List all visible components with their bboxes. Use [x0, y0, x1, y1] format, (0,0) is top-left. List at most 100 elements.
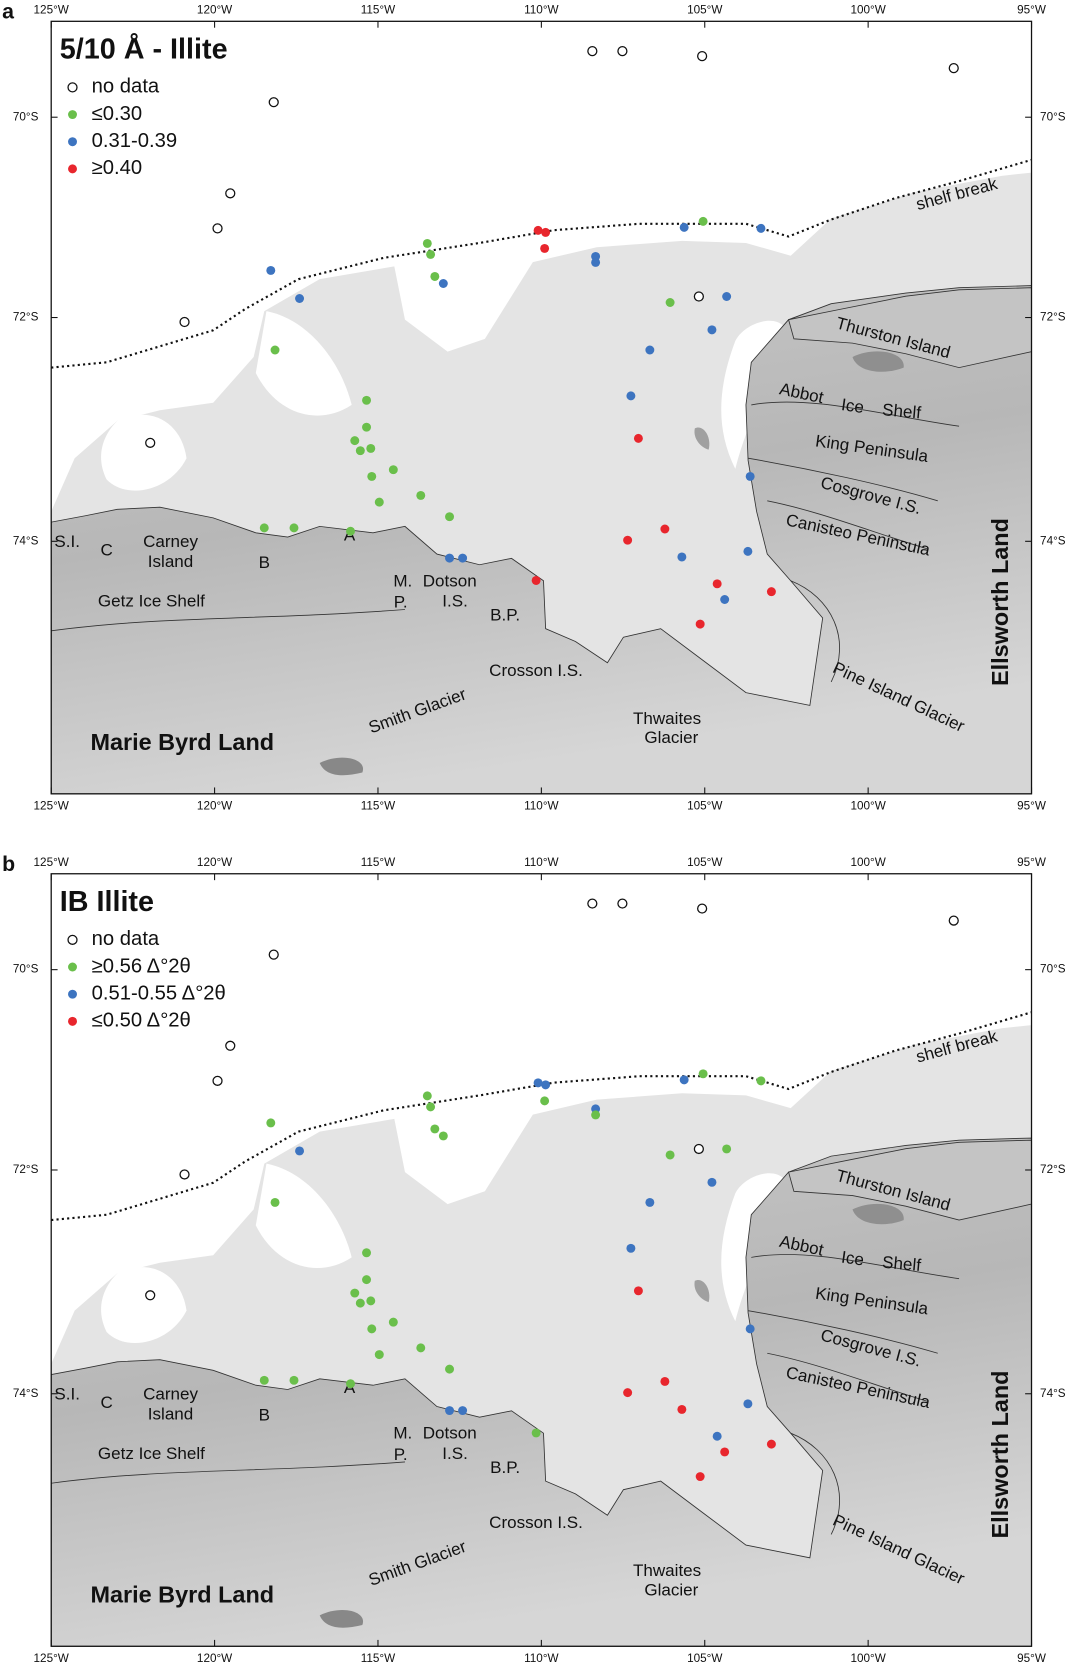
- legend-label: no data: [92, 928, 160, 950]
- station: [346, 1379, 356, 1389]
- station: [388, 465, 398, 475]
- station: [350, 436, 360, 446]
- station: [266, 1118, 276, 1128]
- station: [587, 45, 598, 57]
- station: [617, 45, 628, 57]
- station: [633, 1286, 643, 1296]
- station: [591, 1110, 601, 1120]
- station: [540, 1096, 550, 1106]
- station: [698, 216, 708, 226]
- lon-tick-label: 105°W: [687, 856, 723, 869]
- station: [722, 292, 732, 301]
- station: [623, 1388, 633, 1398]
- lon-tick-label: 95°W: [1017, 1652, 1047, 1665]
- station: [948, 63, 959, 74]
- lat-tick-label: 72°S: [1040, 311, 1066, 324]
- lon-tick-label: 115°W: [361, 1652, 396, 1665]
- station: [533, 1078, 543, 1088]
- station: [766, 587, 776, 597]
- legend-marker: [68, 110, 77, 120]
- station: [720, 1447, 730, 1457]
- legend-label: ≥0.56 Δ°2θ: [92, 955, 191, 977]
- station: [416, 490, 426, 500]
- station: [633, 433, 643, 443]
- place-label: I.S.: [442, 1444, 468, 1463]
- place-label: B: [259, 553, 270, 572]
- panel-title: IB Illite: [60, 886, 154, 918]
- station: [645, 345, 655, 355]
- legend-label: 0.51-0.55 Δ°2θ: [92, 983, 226, 1005]
- lon-tick-label: 115°W: [361, 800, 396, 813]
- station: [541, 1080, 551, 1090]
- place-label: B: [259, 1406, 270, 1425]
- station: [756, 1076, 766, 1086]
- station: [445, 1364, 455, 1374]
- station: [645, 1197, 655, 1207]
- station: [430, 271, 440, 281]
- station: [693, 291, 704, 302]
- station: [660, 524, 670, 534]
- lat-tick-label: 74°S: [1040, 1387, 1066, 1400]
- station: [438, 1131, 448, 1141]
- place-label: B.P.: [490, 1458, 520, 1477]
- place-label: M.: [393, 1424, 412, 1443]
- station: [722, 1144, 732, 1154]
- station: [266, 265, 276, 275]
- station: [145, 1290, 156, 1301]
- station: [720, 595, 730, 604]
- legend-marker: [68, 962, 77, 972]
- legend-marker: [68, 164, 77, 174]
- station: [259, 523, 269, 533]
- lon-tick-label: 100°W: [850, 856, 886, 869]
- station: [416, 1343, 426, 1353]
- station: [426, 1102, 436, 1112]
- lat-tick-label: 74°S: [13, 1387, 39, 1400]
- lon-tick-label: 125°W: [34, 4, 70, 17]
- station: [362, 1275, 372, 1285]
- lon-tick-label: 110°W: [524, 800, 559, 813]
- station: [626, 1243, 636, 1253]
- station: [422, 238, 432, 248]
- lat-tick-label: 74°S: [1040, 534, 1066, 547]
- station: [366, 443, 376, 453]
- place-label: Dotson: [423, 571, 477, 590]
- station: [438, 279, 448, 288]
- station: [225, 1040, 236, 1051]
- station: [268, 949, 279, 960]
- station: [225, 188, 236, 199]
- station: [145, 437, 156, 448]
- place-label: Ellsworth Land: [987, 518, 1013, 686]
- place-label: P.: [394, 1445, 408, 1464]
- lat-tick-label: 70°S: [1040, 110, 1066, 123]
- place-label: M.: [393, 571, 412, 590]
- station: [445, 1406, 455, 1416]
- lon-tick-label: 105°W: [687, 800, 723, 813]
- lat-tick-label: 70°S: [13, 110, 39, 123]
- station: [712, 1431, 722, 1441]
- place-label: Island: [148, 1405, 193, 1424]
- station: [270, 345, 280, 355]
- place-label: I.S.: [442, 592, 468, 611]
- station: [745, 471, 755, 481]
- lon-tick-label: 95°W: [1017, 856, 1047, 869]
- place-label: Glacier: [644, 728, 698, 747]
- station: [458, 1406, 468, 1416]
- station: [179, 1169, 190, 1180]
- station: [268, 97, 279, 108]
- place-label: Ice: [840, 395, 865, 417]
- station: [346, 526, 356, 536]
- place-label: Ellsworth Land: [987, 1371, 1013, 1539]
- lon-tick-label: 115°W: [361, 856, 396, 869]
- station: [259, 1375, 269, 1385]
- place-label: Shelf: [881, 400, 922, 422]
- station: [623, 535, 633, 545]
- legend-label: no data: [92, 76, 160, 98]
- station: [295, 294, 305, 303]
- station: [660, 1376, 670, 1386]
- station: [362, 395, 372, 405]
- station: [695, 619, 705, 629]
- station: [212, 223, 223, 234]
- place-label: Thwaites: [633, 1561, 701, 1580]
- lon-tick-label: 120°W: [197, 856, 233, 869]
